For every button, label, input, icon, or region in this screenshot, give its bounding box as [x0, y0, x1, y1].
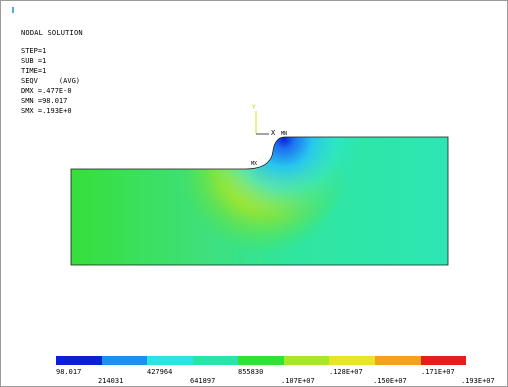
legend-swatch-2 — [101, 356, 148, 365]
max-marker: MX — [251, 161, 258, 167]
info-seqv: SEQV (AVG) — [21, 77, 81, 85]
legend-label-bottom-1: 214031 — [98, 377, 124, 385]
legend-swatch-7 — [329, 356, 375, 365]
triad-corner-mark — [12, 7, 14, 13]
legend-label-bottom-4: .150E+07 — [373, 377, 407, 385]
legend-label-top-4: .128E+07 — [329, 368, 363, 376]
info-sub: SUB =1 — [21, 57, 47, 65]
info-step: STEP=1 — [21, 47, 47, 55]
legend-label-bottom-2: 641897 — [190, 377, 216, 385]
triad-x-label: X — [271, 129, 276, 137]
legend-swatch-6 — [283, 356, 330, 365]
legend-swatch-3 — [147, 356, 193, 365]
legend-swatch-1 — [56, 356, 102, 365]
legend-label-bottom-5: .193E+07 — [461, 377, 495, 385]
legend-swatch-4 — [192, 356, 239, 365]
legend-label-top-2: 427964 — [147, 368, 173, 376]
legend-label-top-3: 855830 — [238, 368, 264, 376]
legend-swatch-5 — [238, 356, 284, 365]
info-time: TIME=1 — [21, 67, 47, 75]
legend-label-top-1: 98.017 — [56, 368, 82, 376]
legend-swatch-9 — [420, 356, 467, 365]
legend-label-bottom-3: .107E+07 — [281, 377, 315, 385]
info-smx: SMX =.193E+0 — [21, 107, 72, 115]
contour-legend-bar — [56, 356, 467, 365]
legend-label-top-5: .171E+07 — [421, 368, 455, 376]
plot-title: NODAL SOLUTION — [21, 29, 83, 37]
info-smn: SMN =98.017 — [21, 97, 68, 105]
min-marker: MN — [281, 131, 288, 137]
legend-swatch-8 — [374, 356, 421, 365]
info-dmx: DMX =.477E-0 — [21, 87, 72, 95]
triad-y-label: Y — [252, 104, 256, 111]
